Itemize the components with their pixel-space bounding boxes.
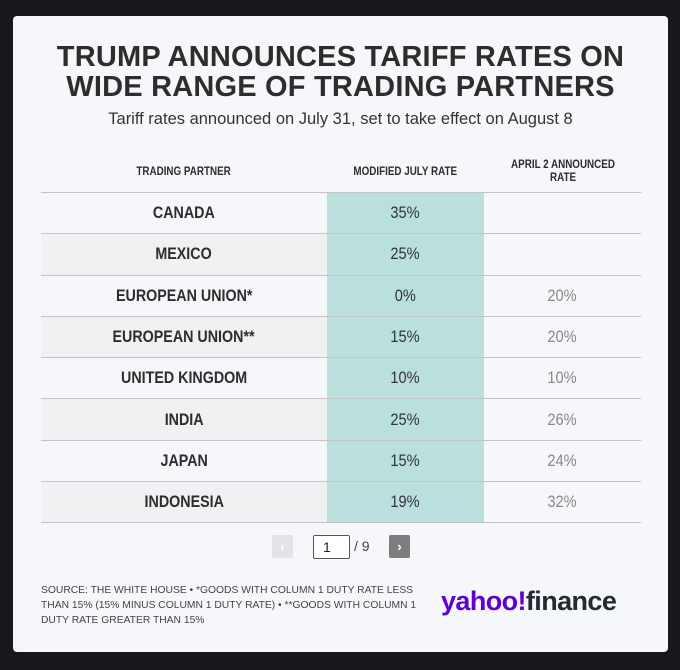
july-rate-cell-text: 35% xyxy=(390,203,421,223)
chevron-right-icon: › xyxy=(397,539,402,554)
logo-finance: finance xyxy=(525,586,617,616)
july-rate-cell: 15% xyxy=(327,440,484,482)
partner-cell: UNITED KINGDOM xyxy=(41,358,327,398)
partner-cell-text: UNITED KINGDOM xyxy=(120,368,248,388)
yahoo-finance-logo: yahoo! finance xyxy=(441,586,646,622)
next-page-button[interactable]: › xyxy=(389,535,410,558)
july-rate-cell: 25% xyxy=(327,234,484,275)
partner-cell-text: MEXICO xyxy=(155,244,213,264)
table-row: JAPAN 15% 24% xyxy=(41,440,641,483)
april-rate-cell: 10% xyxy=(484,358,641,398)
chart-card: TRUMP ANNOUNCES TARIFF RATES ON WIDE RAN… xyxy=(13,16,668,652)
july-rate-cell-text: 19% xyxy=(390,492,421,512)
april-rate-cell xyxy=(484,193,641,233)
july-rate-cell-text: 25% xyxy=(390,409,421,429)
july-rate-cell: 10% xyxy=(327,358,484,399)
april-rate-cell-text: 10% xyxy=(547,368,578,388)
table-row: EUROPEAN UNION** 15% 20% xyxy=(41,316,641,359)
partner-cell: CANADA xyxy=(41,193,327,233)
subtitle: Tariff rates announced on July 31, set t… xyxy=(108,110,573,128)
table-row: INDONESIA 19% 32% xyxy=(41,482,641,524)
column-header-modified-july-rate: MODIFIED JULY RATE xyxy=(353,163,458,178)
april-rate-cell-text: 32% xyxy=(547,492,578,512)
table-header: TRADING PARTNER MODIFIED JULY RATE APRIL… xyxy=(41,149,641,193)
july-rate-cell: 25% xyxy=(327,399,484,440)
table-row: CANADA 35% xyxy=(41,193,641,235)
april-rate-cell: 24% xyxy=(484,441,641,481)
chevron-left-icon: ‹ xyxy=(280,539,285,554)
july-rate-cell: 15% xyxy=(327,316,484,358)
title-line-2: WIDE RANGE OF TRADING PARTNERS xyxy=(66,71,615,103)
partner-cell: JAPAN xyxy=(41,441,327,481)
july-rate-cell-text: 25% xyxy=(390,244,421,264)
column-header-trading-partner: TRADING PARTNER xyxy=(136,163,232,178)
title-line-1: TRUMP ANNOUNCES TARIFF RATES ON xyxy=(56,41,625,73)
partner-cell: EUROPEAN UNION* xyxy=(41,276,327,316)
july-rate-cell-text: 15% xyxy=(390,327,421,347)
table-row: UNITED KINGDOM 10% 10% xyxy=(41,358,641,400)
partner-cell: EUROPEAN UNION** xyxy=(41,316,327,358)
april-rate-cell-text: 24% xyxy=(547,450,578,470)
july-rate-cell: 19% xyxy=(327,482,484,523)
partner-cell-text: CANADA xyxy=(153,203,215,223)
april-rate-cell: 20% xyxy=(484,317,641,357)
previous-page-button[interactable]: ‹ xyxy=(272,535,293,558)
april-rate-cell: 26% xyxy=(484,399,641,439)
april-rate-cell: 20% xyxy=(484,276,641,316)
april-rate-cell xyxy=(484,234,641,274)
july-rate-cell: 35% xyxy=(327,193,484,234)
source-footnote: SOURCE: THE WHITE HOUSE • *GOODS WITH CO… xyxy=(41,585,417,626)
page-title: TRUMP ANNOUNCES TARIFF RATES ON WIDE RAN… xyxy=(13,42,668,102)
partner-cell: INDONESIA xyxy=(41,482,327,523)
april-rate-cell-text: 20% xyxy=(547,285,578,305)
partner-cell: INDIA xyxy=(41,399,327,440)
partner-cell-text: INDIA xyxy=(164,409,204,429)
table-body: CANADA 35% MEXICO 25% EUROPEAN UNION* 0% 20% EU… xyxy=(41,193,641,524)
column-header-april-2-rate: APRIL 2 ANNOUNCED RATE xyxy=(510,157,615,184)
pagination: ‹ / 9 › xyxy=(13,535,668,559)
july-rate-cell-text: 15% xyxy=(390,450,421,470)
april-rate-cell-text: 20% xyxy=(547,327,578,347)
logo-yahoo: yahoo! xyxy=(441,586,527,616)
partner-cell: MEXICO xyxy=(41,234,327,275)
table-row: INDIA 25% 26% xyxy=(41,399,641,441)
july-rate-cell-text: 0% xyxy=(394,285,417,305)
table-row: EUROPEAN UNION* 0% 20% xyxy=(41,275,641,317)
partner-cell-text: EUROPEAN UNION* xyxy=(115,285,253,305)
partner-cell-text: EUROPEAN UNION** xyxy=(112,327,256,347)
april-rate-cell: 32% xyxy=(484,482,641,522)
table-row: MEXICO 25% xyxy=(41,234,641,276)
partner-cell-text: JAPAN xyxy=(160,450,208,470)
page-total: / 9 xyxy=(354,538,370,554)
april-rate-cell-text: 26% xyxy=(547,409,578,429)
partner-cell-text: INDONESIA xyxy=(144,492,224,512)
july-rate-cell: 0% xyxy=(327,275,484,316)
july-rate-cell-text: 10% xyxy=(390,368,421,388)
tariff-table: TRADING PARTNER MODIFIED JULY RATE APRIL… xyxy=(41,149,641,524)
page-number-input[interactable] xyxy=(313,535,350,559)
